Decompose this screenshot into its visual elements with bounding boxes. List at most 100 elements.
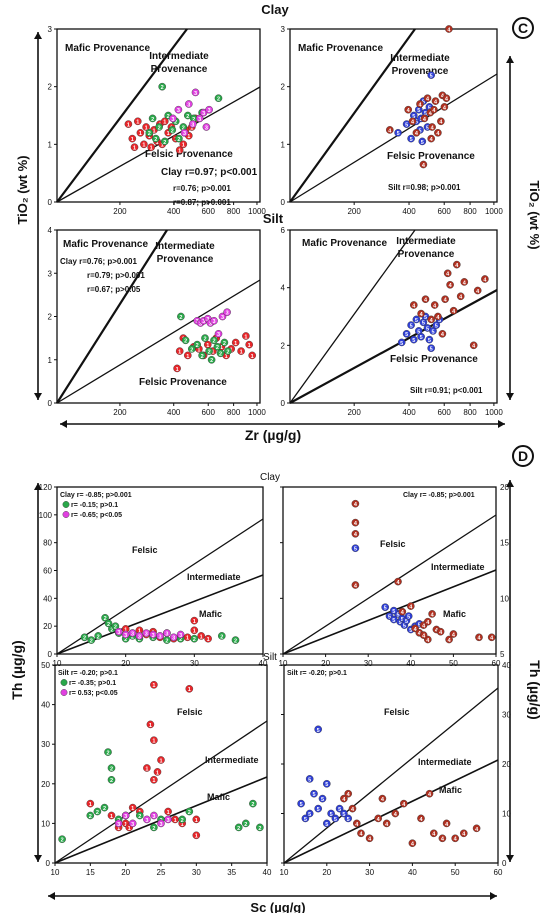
data-point-circle — [210, 317, 218, 325]
data-point: 1 — [231, 338, 240, 347]
data-point: 2 — [100, 803, 109, 812]
data-point: 4 — [443, 269, 452, 278]
data-point-circle — [190, 634, 199, 643]
data-point-circle — [301, 814, 310, 823]
data-point-marker: 5 — [354, 547, 357, 553]
x-tick-label: 50 — [451, 868, 460, 877]
data-point-marker: 5 — [317, 728, 320, 734]
data-point-marker: 2 — [237, 826, 240, 832]
data-point-marker: 5 — [424, 111, 427, 117]
data-point-marker: 3 — [198, 117, 201, 123]
data-point-circle — [390, 606, 398, 615]
label-bg — [519, 171, 537, 259]
field-boundary-line — [283, 687, 499, 864]
data-point: 4 — [351, 499, 360, 508]
data-point-circle — [128, 134, 137, 143]
data-point: 3 — [202, 123, 211, 131]
data-point-marker: 1 — [156, 140, 159, 146]
data-point-circle — [428, 123, 436, 131]
data-point-circle — [434, 129, 442, 137]
data-point-circle — [318, 794, 327, 803]
field-label: Felsic — [132, 545, 158, 555]
data-point-circle — [327, 809, 335, 818]
data-point-marker: 4 — [411, 842, 415, 848]
data-point-marker: 1 — [117, 826, 120, 832]
data-point-marker: 4 — [433, 303, 437, 309]
data-point: 5 — [323, 819, 331, 828]
data-point-marker: 5 — [325, 822, 328, 828]
data-point-marker: 2 — [244, 822, 247, 828]
field-label: Mafic Provenance — [298, 43, 383, 54]
data-point-circle — [136, 811, 144, 820]
stats-text: Silt r= -0.20; p>0.1 — [58, 670, 118, 677]
data-point: 4 — [420, 114, 429, 123]
data-point-marker: 3 — [159, 822, 162, 828]
data-point-circle — [107, 776, 116, 784]
x-tick-label: 800 — [463, 207, 477, 216]
data-point: 1 — [130, 143, 139, 152]
y-tick-label: 0 — [502, 859, 507, 868]
data-point-circle — [423, 94, 432, 102]
y-tick-label: 80 — [43, 539, 52, 548]
data-point-marker: 4 — [377, 817, 381, 823]
data-point-circle — [187, 345, 196, 353]
panel-bottom-right-silt: 0 10 20 30 40 10 20 30 40 50 60 Felsic Intermediate M… — [280, 661, 512, 877]
data-point-marker: 1 — [138, 629, 141, 635]
data-point-circle — [192, 815, 201, 824]
field-label-intermediate-1: Intermediate — [149, 51, 209, 62]
data-point-marker: 4 — [414, 627, 418, 633]
data-point-marker: 5 — [424, 315, 427, 321]
data-point: 2 — [104, 748, 112, 757]
label-bg — [10, 631, 30, 709]
data-point-circle — [150, 736, 158, 744]
stats-text: r=0.87; p>0.001 — [173, 198, 231, 207]
data-point-marker: 2 — [182, 125, 185, 131]
data-point-circle — [87, 636, 96, 644]
data-point-circle — [445, 635, 453, 644]
data-point-marker: 1 — [190, 125, 193, 131]
data-point-circle — [365, 834, 374, 843]
data-point: 1 — [245, 340, 253, 349]
panel-bottom-right-clay: 5 10 15 20 10 20 30 40 50 60 Felsic Intermediate Maf… — [279, 483, 510, 668]
data-point-circle — [128, 629, 137, 637]
data-point-circle — [391, 809, 400, 818]
data-point-marker: 3 — [145, 632, 148, 638]
data-point-marker: 1 — [124, 627, 127, 633]
legend-marker-circle — [60, 679, 68, 686]
data-point-marker: 3 — [171, 117, 174, 123]
x-tick-label: 600 — [438, 408, 452, 417]
data-point-circle — [416, 100, 424, 108]
y-tick-label: 2 — [281, 83, 286, 92]
data-point-marker: 1 — [163, 120, 166, 126]
data-point-marker: 5 — [392, 609, 395, 615]
y-tick-label: 3 — [48, 269, 53, 278]
data-point: 2 — [58, 835, 66, 844]
data-point-circle — [410, 335, 418, 344]
panel-letter-c: C — [512, 17, 534, 39]
data-point-circle — [128, 803, 137, 812]
data-point-circle — [153, 768, 162, 776]
ylabel-arrow-left-top — [34, 32, 42, 400]
data-point: 2 — [214, 94, 223, 103]
data-point: 1 — [192, 815, 201, 824]
data-point-marker: 5 — [401, 617, 404, 623]
data-point-circle — [419, 631, 428, 639]
data-point: 5 — [335, 804, 344, 813]
field-label: Mafic — [443, 609, 466, 619]
data-point-marker: 1 — [195, 818, 198, 824]
data-point: 4 — [445, 25, 453, 33]
x-tick-label: 10 — [53, 659, 62, 668]
x-tick-label: 800 — [227, 207, 241, 216]
data-point: 1 — [143, 764, 151, 772]
data-point-marker: 2 — [219, 352, 222, 358]
data-point-marker: 4 — [426, 97, 430, 103]
data-point-circle — [357, 829, 365, 838]
data-point-marker: 5 — [405, 123, 408, 129]
data-point-marker: 5 — [428, 338, 431, 344]
data-point: 4 — [460, 278, 469, 286]
y-tick-label: 10 — [41, 819, 50, 828]
data-point-circle — [155, 123, 163, 131]
data-point-circle — [425, 335, 434, 344]
data-point-marker: 2 — [210, 358, 213, 364]
